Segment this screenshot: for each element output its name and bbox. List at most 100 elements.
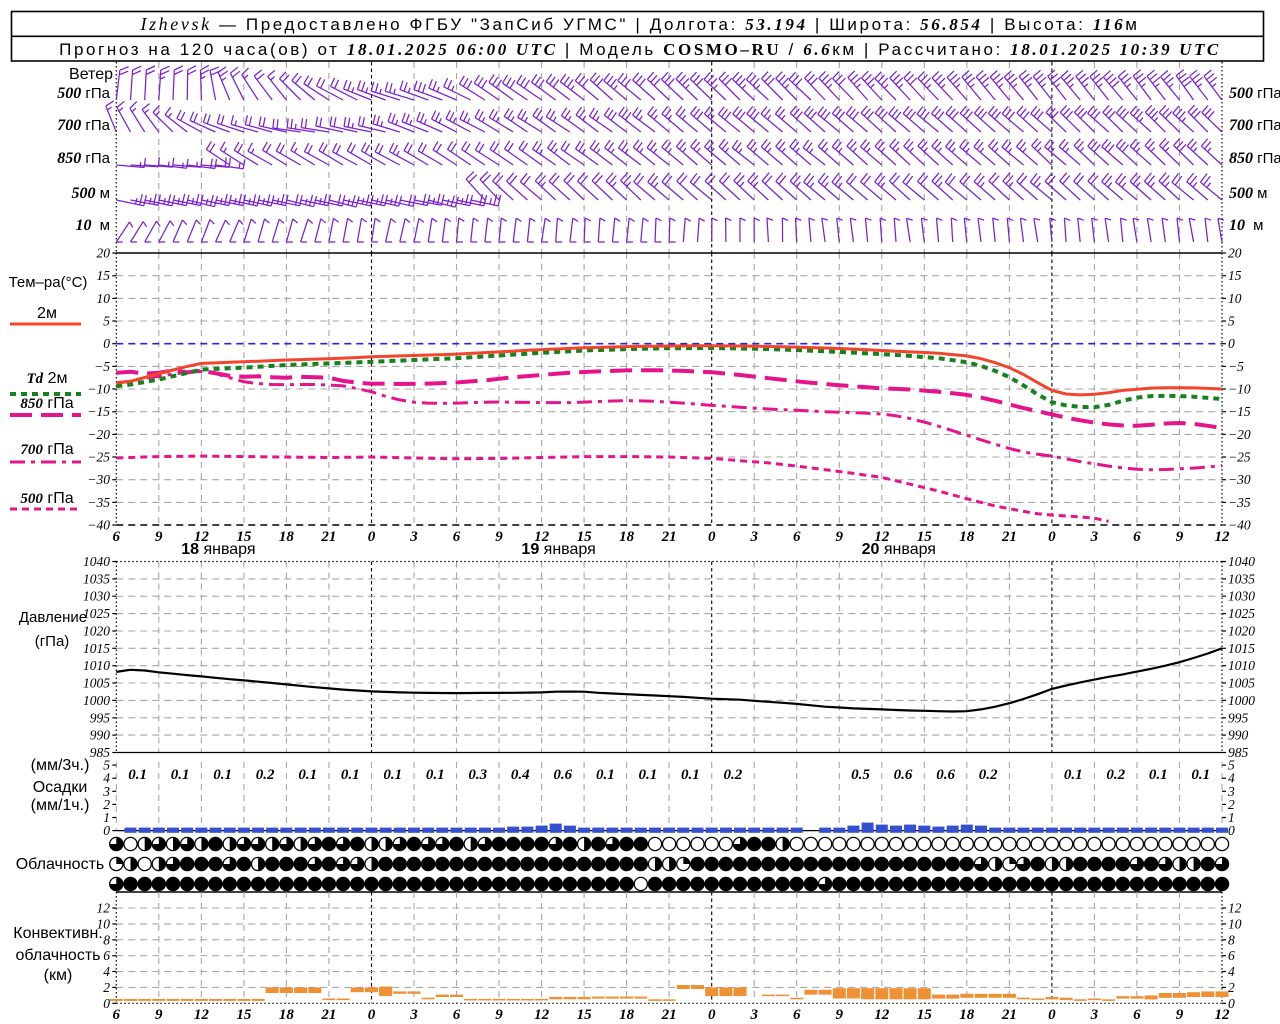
svg-text:850 гПа: 850 гПа	[1229, 150, 1280, 167]
svg-text:−35: −35	[1228, 495, 1251, 510]
svg-text:3: 3	[749, 529, 758, 545]
svg-text:0: 0	[1228, 996, 1235, 1011]
svg-text:(мм/3ч.): (мм/3ч.)	[31, 757, 90, 774]
svg-text:Облачность: Облачность	[16, 856, 105, 873]
svg-text:0: 0	[708, 1007, 716, 1023]
svg-text:21: 21	[1001, 529, 1017, 545]
svg-text:15: 15	[917, 529, 933, 545]
svg-text:1010: 1010	[83, 658, 110, 673]
svg-text:12: 12	[1228, 901, 1242, 916]
svg-text:9: 9	[1176, 1007, 1184, 1023]
svg-text:21: 21	[661, 529, 677, 545]
svg-text:0.2: 0.2	[724, 767, 743, 783]
svg-text:5: 5	[103, 314, 110, 329]
svg-text:1030: 1030	[1228, 589, 1255, 604]
svg-text:12: 12	[534, 1007, 550, 1023]
svg-text:9: 9	[1176, 529, 1184, 545]
svg-text:3: 3	[409, 1007, 418, 1023]
svg-text:10: 10	[97, 916, 111, 931]
svg-text:−15: −15	[1228, 404, 1251, 419]
svg-text:0.1: 0.1	[1064, 767, 1083, 783]
svg-text:−10: −10	[1228, 382, 1251, 397]
svg-text:5: 5	[1228, 758, 1235, 773]
svg-text:6: 6	[113, 1007, 121, 1023]
svg-text:−30: −30	[1228, 472, 1251, 487]
svg-text:18: 18	[959, 1007, 975, 1023]
svg-text:1005: 1005	[1228, 676, 1255, 691]
svg-text:1: 1	[1228, 810, 1235, 825]
svg-text:4: 4	[103, 964, 110, 979]
svg-text:12: 12	[874, 1007, 890, 1023]
svg-text:3: 3	[1227, 784, 1235, 799]
svg-text:8: 8	[1228, 932, 1235, 947]
svg-text:0.1: 0.1	[1149, 767, 1168, 783]
svg-text:4: 4	[1228, 964, 1235, 979]
svg-text:0: 0	[368, 529, 376, 545]
svg-text:6: 6	[793, 1007, 801, 1023]
svg-text:2м: 2м	[37, 305, 57, 322]
svg-text:4: 4	[103, 771, 110, 786]
svg-text:9: 9	[495, 529, 503, 545]
svg-text:500 м: 500 м	[1229, 185, 1267, 202]
svg-text:9: 9	[836, 529, 844, 545]
svg-text:3: 3	[749, 1007, 758, 1023]
svg-text:20 января: 20 января	[862, 541, 936, 558]
svg-text:1020: 1020	[83, 624, 110, 639]
svg-text:700 гПа: 700 гПа	[1229, 117, 1280, 134]
svg-text:(мм/1ч.): (мм/1ч.)	[31, 797, 90, 814]
svg-text:−5: −5	[1228, 359, 1244, 374]
svg-text:12: 12	[874, 529, 890, 545]
svg-text:10: 10	[1228, 291, 1242, 306]
svg-text:Тем–ра(°C): Тем–ра(°C)	[9, 274, 88, 291]
svg-text:0: 0	[1228, 336, 1235, 351]
svg-text:2: 2	[103, 980, 110, 995]
svg-text:6: 6	[1133, 1007, 1141, 1023]
svg-text:21: 21	[320, 529, 336, 545]
svg-text:6: 6	[1228, 948, 1235, 963]
svg-text:Давление: Давление	[19, 609, 87, 626]
svg-text:(гПа): (гПа)	[35, 633, 70, 650]
svg-text:15: 15	[577, 1007, 593, 1023]
svg-text:995: 995	[1228, 710, 1249, 725]
svg-text:10: 10	[1228, 916, 1242, 931]
svg-text:18: 18	[959, 529, 975, 545]
svg-text:0: 0	[103, 336, 110, 351]
svg-text:21: 21	[1001, 1007, 1017, 1023]
svg-text:1030: 1030	[83, 589, 110, 604]
svg-text:985: 985	[1228, 745, 1249, 760]
svg-text:−40: −40	[87, 518, 110, 533]
svg-text:0.1: 0.1	[1191, 767, 1210, 783]
svg-text:0.1: 0.1	[341, 767, 360, 783]
svg-text:1000: 1000	[83, 693, 110, 708]
svg-text:0.6: 0.6	[894, 767, 913, 783]
svg-text:1005: 1005	[83, 676, 110, 691]
svg-text:Осадки: Осадки	[33, 779, 88, 796]
svg-text:−35: −35	[87, 495, 110, 510]
svg-text:500 гПа: 500 гПа	[1229, 85, 1280, 102]
svg-text:10: 10	[97, 291, 111, 306]
svg-text:995: 995	[90, 710, 111, 725]
svg-text:21: 21	[320, 1007, 336, 1023]
svg-text:8: 8	[103, 932, 110, 947]
svg-text:0.1: 0.1	[383, 767, 402, 783]
svg-text:−30: −30	[87, 472, 110, 487]
svg-text:0.4: 0.4	[511, 767, 530, 783]
svg-text:−40: −40	[1228, 518, 1251, 533]
svg-text:1015: 1015	[1228, 641, 1255, 656]
svg-text:Ветер: Ветер	[69, 66, 113, 83]
svg-text:12: 12	[194, 529, 210, 545]
svg-text:0.3: 0.3	[468, 767, 487, 783]
svg-text:облачность: облачность	[16, 947, 101, 964]
svg-text:18: 18	[279, 529, 295, 545]
svg-text:2: 2	[103, 797, 110, 812]
svg-text:990: 990	[1228, 728, 1249, 743]
svg-text:0: 0	[1048, 529, 1056, 545]
svg-text:9: 9	[836, 1007, 844, 1023]
svg-text:15: 15	[236, 1007, 252, 1023]
svg-text:3: 3	[1090, 529, 1099, 545]
svg-text:0.6: 0.6	[553, 767, 572, 783]
svg-text:3: 3	[1090, 1007, 1099, 1023]
svg-text:0: 0	[1228, 823, 1235, 838]
svg-text:Прогноз на 120 часа(ов) от 18.: Прогноз на 120 часа(ов) от 18.01.2025 06…	[59, 40, 1221, 59]
svg-text:Td 2м: Td 2м	[26, 370, 67, 387]
